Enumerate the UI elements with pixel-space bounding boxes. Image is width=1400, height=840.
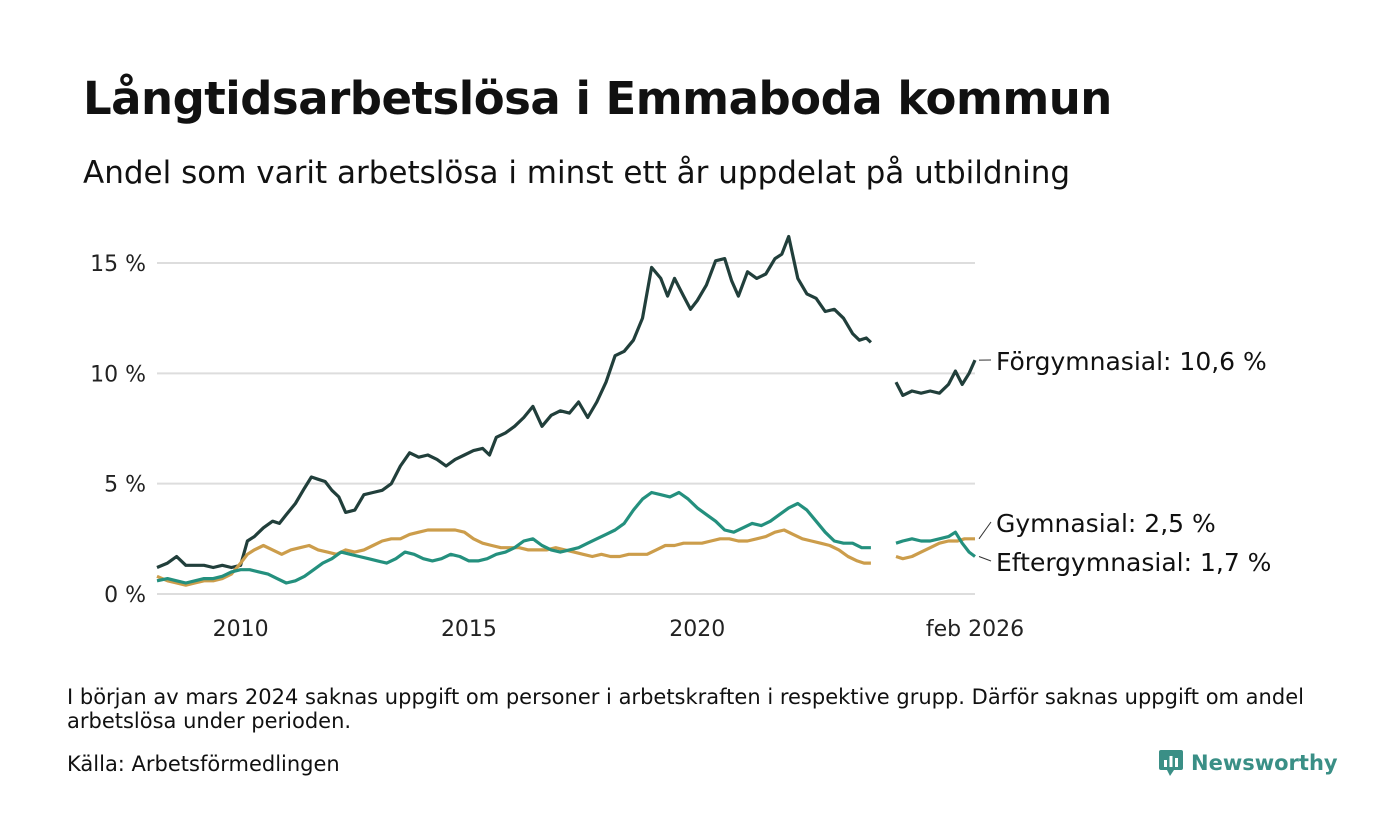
footnote: I början av mars 2024 saknas uppgift om …	[67, 685, 1304, 733]
line-chart: 0 % 5 % 10 % 15 % 2010 2015 2020 feb 2026 Förgym…	[90, 234, 1271, 642]
series-line-förgymnasial	[156, 234, 977, 570]
newsworthy-logo: Newsworthy	[1158, 748, 1338, 778]
series-end-label: Eftergymnasial: 1,7 %	[996, 548, 1271, 577]
series-line-eftergymnasial	[156, 490, 976, 585]
chart-title: Långtidsarbetslösa i Emmaboda kommun	[83, 72, 1112, 125]
x-tick-label: feb 2026	[926, 617, 1024, 642]
chart-subtitle: Andel som varit arbetslösa i minst ett å…	[83, 155, 1071, 191]
leader-line	[978, 521, 992, 540]
x-tick-label: 2020	[669, 617, 725, 642]
series-line-gymnasial	[156, 528, 975, 587]
logo-text: Newsworthy	[1191, 751, 1338, 775]
source-note: Källa: Arbetsförmedlingen	[67, 752, 340, 776]
series-end-label: Gymnasial: 2,5 %	[996, 509, 1216, 538]
y-tick-label: 10 %	[90, 362, 146, 387]
leader-line	[978, 556, 992, 562]
x-tick-label: 2010	[213, 617, 269, 642]
y-tick-label: 15 %	[90, 252, 146, 277]
y-tick-label: 5 %	[104, 473, 146, 498]
y-tick-label: 0 %	[104, 583, 146, 608]
newsworthy-logo-icon	[1159, 750, 1183, 776]
series-end-label: Förgymnasial: 10,6 %	[996, 347, 1267, 376]
x-tick-label: 2015	[441, 617, 497, 642]
